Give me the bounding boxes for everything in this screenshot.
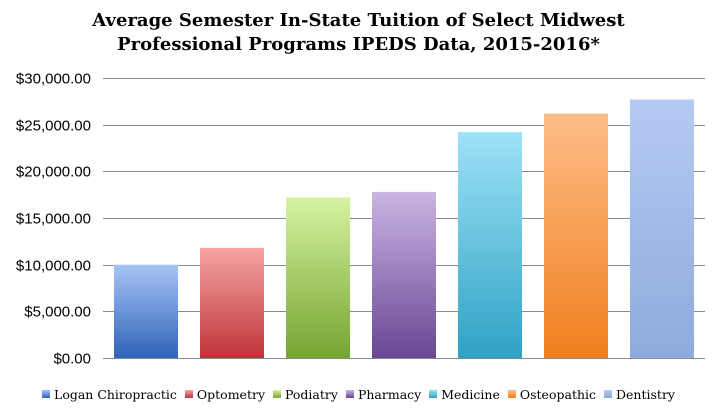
legend-swatch (42, 390, 51, 398)
legend-item-logan-chiropractic: Logan Chiropractic (42, 387, 177, 402)
bar-optometry (200, 247, 264, 358)
legend-item-osteopathic: Osteopathic (507, 386, 597, 402)
bar-pharmacy (372, 191, 436, 358)
legend-item-medicine: Medicine (429, 387, 500, 402)
legend-swatch (429, 390, 438, 398)
y-tick-label: $15,000.00 (16, 211, 91, 228)
bar-medicine (458, 132, 522, 358)
y-tick-label: $25,000.00 (16, 118, 91, 135)
y-tick-label: $10,000.00 (16, 258, 91, 275)
legend-label: Pharmacy (357, 386, 422, 402)
y-tick-label: $20,000.00 (16, 164, 91, 181)
bar-osteopathic (544, 113, 608, 358)
legend-item-podiatry: Podiatry (273, 387, 338, 402)
bars (114, 99, 694, 358)
bar-logan-chiropractic (114, 264, 178, 358)
legend-label: Osteopathic (519, 386, 597, 402)
y-axis-tick-labels: $0.00 $5,000.00 $10,000.00 $15,000.00 $20,00… (16, 71, 91, 368)
chart-title: Average Semester In-State Tuition of Sel… (0, 9, 717, 57)
legend-label: Medicine (441, 386, 500, 402)
legend-swatch (345, 390, 354, 398)
legend-swatch (604, 390, 613, 398)
legend-swatch (507, 390, 516, 398)
legend-item-optometry: Optometry (184, 386, 265, 402)
y-tick-label: $0.00 (53, 351, 91, 368)
chart-title-line-2: Professional Programs IPEDS Data, 2015-2… (117, 34, 600, 55)
legend-swatch (184, 390, 193, 398)
bar-dentistry (630, 99, 694, 358)
legend-label: Dentistry (616, 386, 675, 402)
chart-title-line-1: Average Semester In-State Tuition of Sel… (92, 10, 625, 31)
bar-podiatry (286, 197, 350, 358)
legend-label: Optometry (196, 386, 265, 402)
legend-label: Podiatry (285, 386, 338, 402)
legend-swatch (273, 390, 281, 398)
legend-item-pharmacy: Pharmacy (345, 386, 422, 402)
legend-item-dentistry: Dentistry (604, 387, 675, 402)
y-tick-label: $5,000.00 (24, 304, 91, 321)
y-tick-label: $30,000.00 (16, 71, 91, 88)
legend-label: Logan Chiropractic (54, 386, 177, 402)
chart-legend: Logan Chiropractic Optometry Podiatry Pharm… (0, 386, 717, 402)
